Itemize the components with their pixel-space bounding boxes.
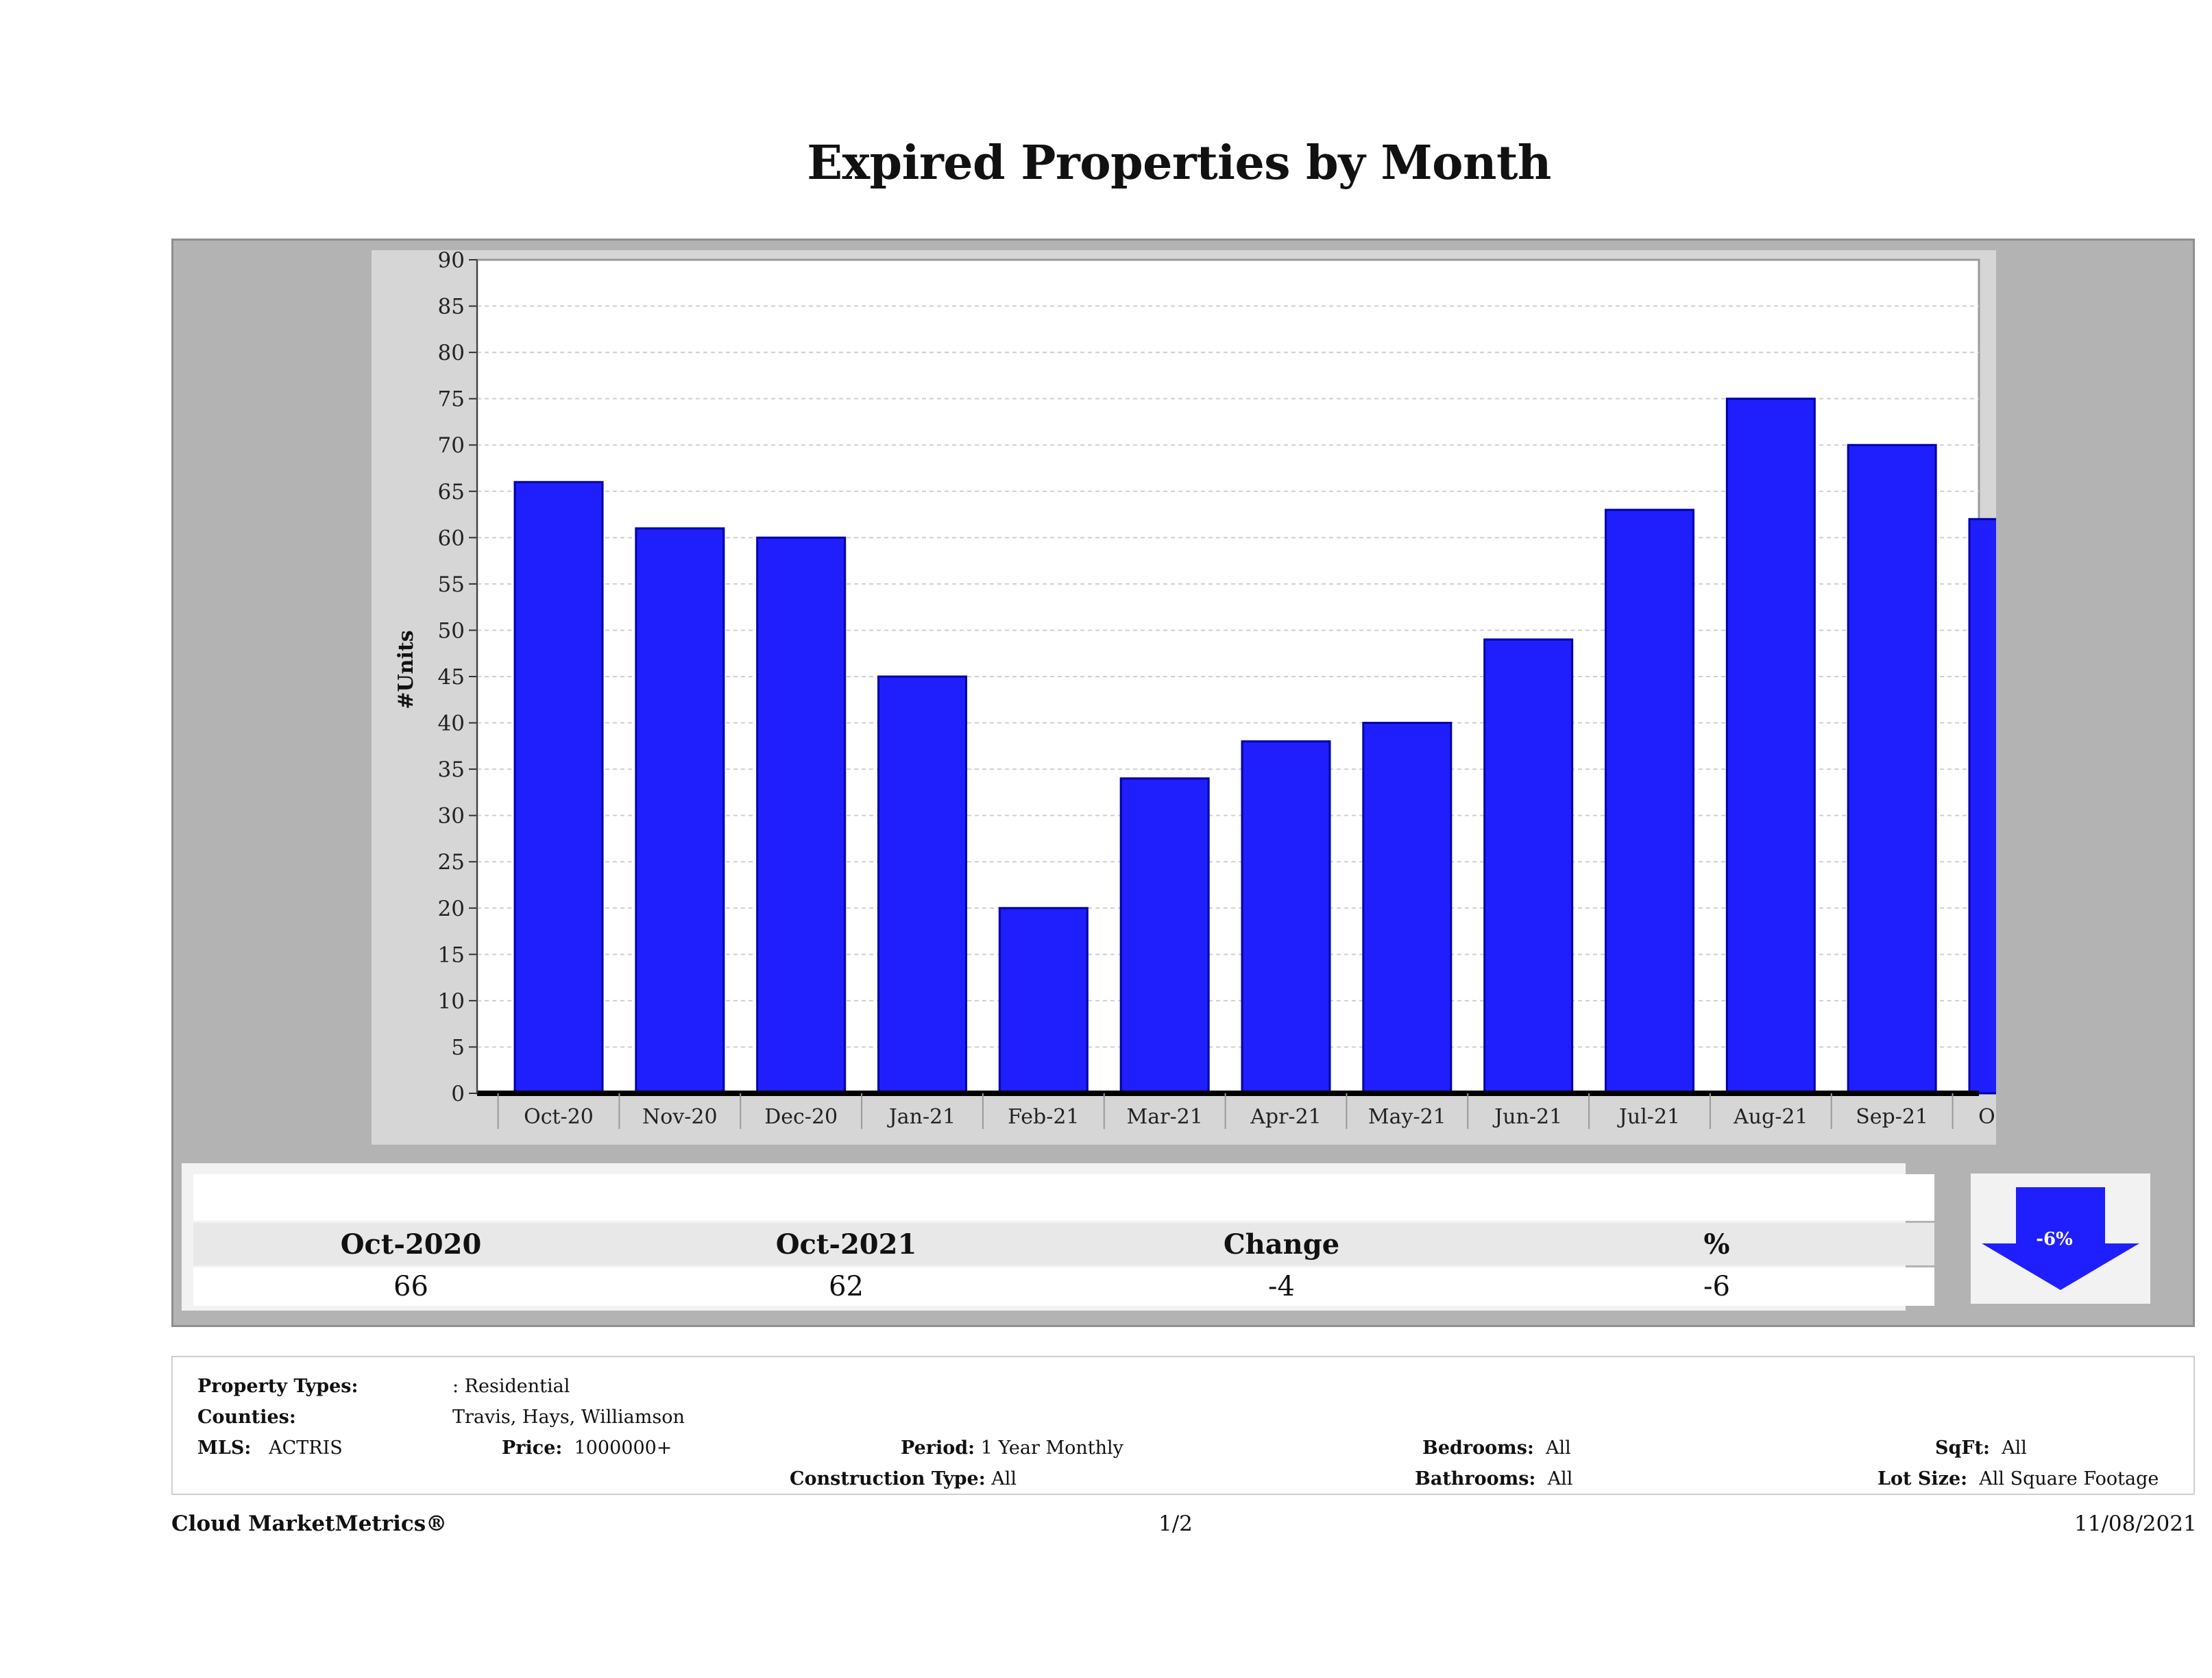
x-tick-label: Jun-21 <box>1492 1105 1562 1129</box>
bar <box>1362 722 1453 1095</box>
filter-property-types: Property Types: <box>197 1376 358 1397</box>
x-tick-labels: Oct-20 Nov-20 Dec-20 Jan-21 Feb-21 Mar-21 Apr-… <box>497 1093 1996 1129</box>
chart-panel: 0 5 10 15 20 25 30 35 40 45 50 55 60 65 70 75 80 85 90 Oct… <box>372 250 1996 1145</box>
stats-header-prev: Oct-2020 <box>340 1228 482 1261</box>
bar <box>756 536 847 1095</box>
y-tick-label: 65 <box>438 480 465 504</box>
bar <box>1483 638 1574 1095</box>
x-tick-label: Sep-21 <box>1856 1105 1928 1129</box>
change-badge: -6% <box>2036 1229 2073 1250</box>
y-tick-label: 45 <box>438 665 465 690</box>
stats-value-curr: 62 <box>829 1271 864 1302</box>
bars <box>513 398 1996 1095</box>
filter-counties: Counties: <box>197 1407 296 1428</box>
footer-page-number: 1/2 <box>1158 1511 1193 1536</box>
x-tick-label: Dec-20 <box>764 1105 838 1129</box>
gridlines <box>469 259 1979 1094</box>
stats-blank-row <box>193 1174 1934 1221</box>
y-tick-label: 5 <box>451 1035 465 1060</box>
y-tick-label: 90 <box>438 250 465 273</box>
stats-header-curr: Oct-2021 <box>775 1228 917 1261</box>
stats-value-prev: 66 <box>393 1271 428 1302</box>
bar <box>877 675 967 1095</box>
filter-period: Period: 1 Year Monthly <box>901 1437 1123 1459</box>
bar <box>1241 740 1331 1095</box>
y-tick-label: 0 <box>451 1082 465 1106</box>
bar <box>1605 509 1694 1095</box>
stats-header-change: Change <box>1223 1228 1340 1261</box>
bar <box>1725 398 1816 1095</box>
y-tick-label: 50 <box>438 618 465 643</box>
stats-header-percent: % <box>1703 1228 1730 1261</box>
change-arrow-box: -6% <box>1971 1174 2150 1304</box>
stats-value-change: -4 <box>1268 1271 1295 1302</box>
x-tick-label: Nov-20 <box>642 1105 718 1129</box>
y-tick-label: 60 <box>438 526 465 550</box>
bar <box>513 481 604 1095</box>
x-tick-label: Aug-21 <box>1733 1105 1808 1129</box>
filter-bedrooms: Bedrooms: All <box>1422 1437 1571 1459</box>
x-tick-label: Jan-21 <box>887 1105 956 1129</box>
stats-value-row: 66 62 -4 -6 <box>193 1267 1934 1306</box>
y-tick-label: 15 <box>438 943 465 967</box>
filter-mls: MLS: ACTRIS <box>197 1437 343 1459</box>
y-tick-labels: 0 5 10 15 20 25 30 35 40 45 50 55 60 65 70 75 80 85 90 <box>438 250 465 1106</box>
y-tick-label: 85 <box>438 295 465 319</box>
x-tick-label: Oct-21 <box>1978 1105 1996 1129</box>
y-tick-label: 10 <box>438 989 465 1014</box>
x-tick-label: Oct-20 <box>524 1105 594 1129</box>
stats-header-row: Oct-2020 Oct-2021 Change % <box>193 1223 1934 1265</box>
bar-chart: 0 5 10 15 20 25 30 35 40 45 50 55 60 65 70 75 80 85 90 Oct… <box>394 250 1996 1129</box>
bar <box>998 907 1089 1095</box>
filter-construction-type: Construction Type: All <box>790 1468 1017 1489</box>
bar <box>1968 518 1996 1095</box>
page-title: Expired Properties by Month <box>807 136 1551 191</box>
bar <box>1847 443 1937 1095</box>
x-tick-label: Mar-21 <box>1127 1105 1203 1129</box>
y-axis-label: #Units <box>394 630 418 709</box>
bar <box>635 527 725 1095</box>
y-tick-label: 20 <box>438 897 465 921</box>
filters-panel: Property Types: : Residential Counties: … <box>171 1356 2195 1495</box>
axes <box>476 260 1979 1096</box>
x-tick-label: May-21 <box>1368 1105 1446 1129</box>
y-tick-label: 70 <box>438 433 465 458</box>
y-tick-label: 80 <box>438 341 465 365</box>
x-tick-label: Feb-21 <box>1008 1105 1079 1129</box>
footer-date: 11/08/2021 <box>2074 1511 2197 1536</box>
filter-price: Price: 1000000+ <box>502 1437 672 1459</box>
stats-value-percent: -6 <box>1703 1271 1730 1302</box>
y-tick-label: 30 <box>438 804 465 829</box>
filter-counties-value: Travis, Hays, Williamson <box>452 1407 685 1428</box>
y-tick-label: 55 <box>438 572 465 597</box>
x-tick-label: Apr-21 <box>1250 1105 1322 1129</box>
filter-bathrooms: Bathrooms: All <box>1415 1468 1573 1489</box>
stats-panel: Oct-2020 Oct-2021 Change % 66 62 -4 -6 <box>182 1163 1934 1311</box>
y-tick-label: 40 <box>438 712 465 736</box>
y-tick-label: 25 <box>438 850 465 875</box>
bar <box>1119 777 1210 1095</box>
y-tick-label: 75 <box>438 387 465 412</box>
y-tick-label: 35 <box>438 757 465 782</box>
filter-property-types-value: : Residential <box>452 1376 570 1397</box>
filter-sqft: SqFt: All <box>1935 1437 2027 1459</box>
x-tick-label: Jul-21 <box>1617 1105 1680 1129</box>
filter-lot-size: Lot Size: All Square Footage <box>1877 1468 2159 1489</box>
footer-brand: Cloud MarketMetrics® <box>171 1511 448 1536</box>
down-arrow-icon <box>1982 1187 2139 1290</box>
